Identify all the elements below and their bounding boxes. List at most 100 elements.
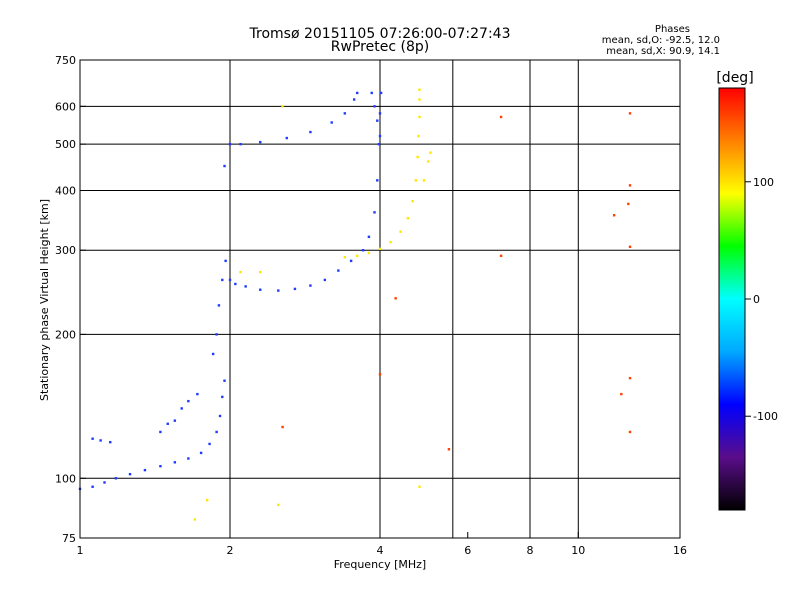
y-axis-label: Stationary phase Virtual Height [km]: [38, 199, 51, 401]
data-point: [196, 392, 199, 396]
data-point: [91, 437, 94, 440]
data-point: [91, 485, 94, 488]
data-point: [239, 270, 242, 274]
data-point: [361, 249, 365, 252]
data-point: [499, 254, 503, 258]
data-point: [370, 91, 373, 95]
y-tick-label: 300: [55, 244, 76, 257]
data-point: [628, 376, 632, 380]
data-point: [612, 214, 616, 217]
data-point: [259, 288, 262, 291]
x-tick-label: 16: [673, 544, 687, 557]
data-point: [223, 379, 226, 382]
data-point: [217, 304, 221, 307]
data-point: [159, 464, 162, 468]
data-point: [208, 442, 211, 446]
data-point: [277, 289, 280, 292]
x-tick-label: 2: [227, 544, 234, 557]
colorbar-tick-label: 0: [753, 293, 760, 306]
data-point: [285, 136, 288, 140]
data-point: [627, 202, 630, 206]
data-point: [330, 121, 333, 124]
data-point: [244, 285, 247, 288]
data-points: [78, 88, 632, 521]
data-point: [143, 468, 147, 472]
colorbar: [718, 87, 746, 511]
axis-ticks: 1 2 4 6 8 10 16 75 100 200 300 400 500 600 750: [55, 54, 687, 557]
data-point: [228, 142, 232, 146]
data-point: [394, 297, 397, 300]
data-point: [166, 422, 169, 426]
data-point: [429, 151, 432, 154]
data-point: [406, 217, 410, 220]
data-point: [218, 414, 222, 418]
data-point: [173, 461, 177, 464]
data-point: [376, 119, 379, 122]
data-point: [173, 419, 177, 422]
y-tick-label: 750: [55, 54, 76, 67]
data-point: [99, 439, 102, 442]
chart-title: Tromsø 20151105 07:26:00-07:27:43: [249, 26, 511, 42]
data-point: [215, 333, 218, 336]
data-point: [259, 140, 262, 144]
data-point: [187, 399, 190, 403]
data-point: [281, 425, 284, 429]
grid-lines: [80, 60, 680, 538]
data-point: [373, 105, 376, 108]
data-point: [418, 98, 421, 101]
data-point: [427, 160, 430, 163]
data-point: [224, 259, 227, 263]
data-point: [416, 155, 419, 159]
data-point: [277, 503, 280, 507]
x-tick-label: 10: [571, 544, 585, 557]
data-point: [211, 352, 215, 356]
data-point: [367, 235, 371, 239]
data-point: [293, 287, 297, 291]
data-point: [109, 440, 112, 444]
colorbar-tick-label: -100: [753, 410, 778, 423]
y-tick-label: 200: [55, 328, 76, 341]
data-point: [180, 407, 183, 410]
data-point: [378, 112, 382, 115]
colorbar-ticks: -100 0 100: [745, 176, 778, 423]
data-point: [349, 259, 353, 263]
data-point: [199, 451, 203, 455]
data-point: [355, 254, 359, 258]
data-point: [379, 91, 383, 95]
chart-subtitle: RwPretec (8p): [330, 39, 430, 55]
data-point: [352, 98, 356, 101]
data-point: [628, 184, 632, 187]
x-tick-label: 1: [77, 544, 84, 557]
data-point: [205, 498, 209, 502]
y-tick-label: 75: [62, 532, 76, 545]
data-point: [103, 481, 106, 484]
data-point: [499, 115, 503, 119]
data-point: [309, 284, 312, 287]
x-tick-label: 6: [464, 544, 471, 557]
data-point: [367, 251, 371, 255]
data-point: [187, 457, 190, 460]
data-point: [628, 430, 632, 434]
data-point: [378, 247, 382, 251]
data-point: [417, 134, 420, 138]
data-point: [337, 269, 340, 272]
data-point: [414, 179, 418, 182]
y-tick-label: 600: [55, 100, 76, 113]
data-point: [376, 179, 379, 182]
data-point: [628, 112, 632, 115]
data-point: [309, 130, 312, 134]
data-point: [418, 88, 421, 91]
data-point: [418, 485, 421, 488]
data-point: [193, 518, 197, 521]
data-point: [373, 211, 376, 214]
data-point: [343, 112, 347, 115]
x-axis-label: Frequency [MHz]: [334, 558, 426, 571]
data-point: [234, 282, 237, 286]
data-point: [377, 142, 381, 146]
data-point: [114, 477, 118, 480]
data-point: [399, 230, 402, 233]
data-point: [228, 278, 232, 282]
data-point: [620, 392, 623, 396]
phase-stats-o: mean, sd,O: -92.5, 12.0: [601, 35, 720, 46]
